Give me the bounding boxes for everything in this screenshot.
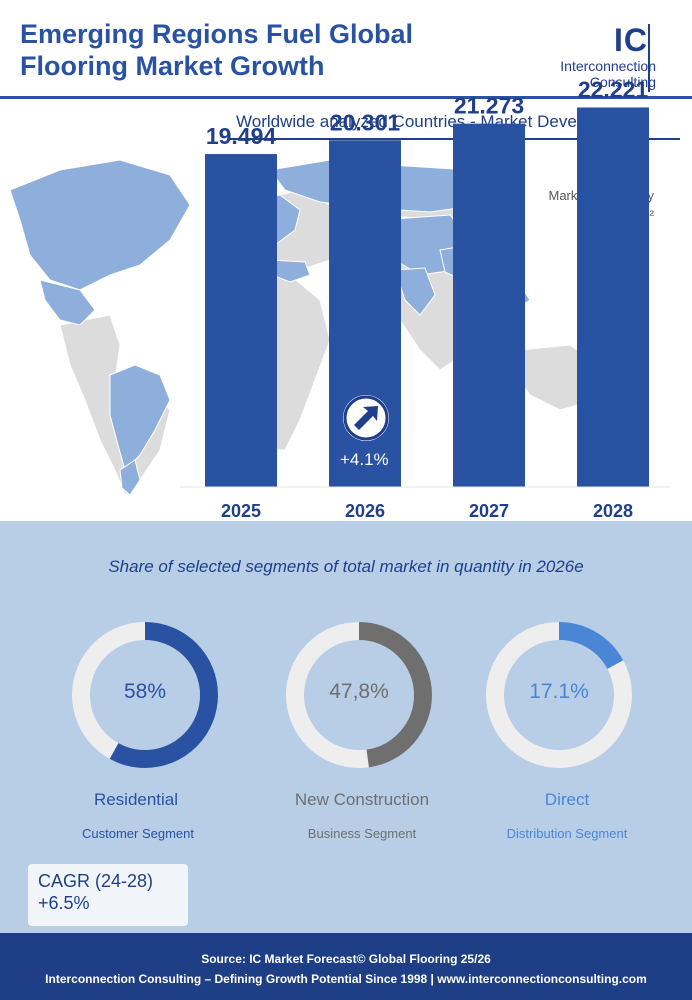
market-bar-chart: 19.494 2025 20.301 2026 21.273 2027 22.221 2028 (180, 76, 670, 521)
segments-title: Share of selected segments of total mark… (108, 557, 584, 576)
logo-divider (648, 24, 650, 92)
bar-value-label-2027: 21.273 (454, 93, 524, 119)
company-logo: IC Interconnection Consulting (536, 22, 656, 94)
segment-category-new-construction: Business Segment (307, 826, 417, 841)
bar-2025 (205, 154, 277, 487)
donut-arc (72, 622, 218, 768)
donut-value-new-construction: 47,8% (329, 680, 389, 703)
bar-value-label-2028: 22.221 (578, 76, 649, 102)
chart-subtitle: Worldwide analyzed Countries - Market De… (236, 112, 638, 131)
growth-rate-label: +4.1% (340, 450, 389, 469)
segment-name-direct: Direct (544, 790, 590, 809)
logo-text-line1: Interconnection (560, 58, 656, 74)
segment-name-residential: Residential (93, 790, 179, 809)
bar-2028 (577, 107, 649, 487)
segment-name-new-construction: New Construction (294, 790, 430, 809)
cagr-box: CAGR (24-28) +6.5% (28, 864, 188, 926)
donut-arc (486, 622, 632, 768)
x-tick-label-2028: 2028 (593, 501, 633, 521)
logo-initials: IC (614, 22, 648, 58)
bar-2027 (453, 123, 525, 487)
logo-text-line2: Consulting (589, 74, 656, 90)
bar-value-label-2025: 19.494 (206, 123, 277, 149)
footer-tagline: Interconnection Consulting – Defining Gr… (45, 972, 647, 986)
x-tick-label-2026: 2026 (345, 501, 385, 521)
x-tick-label-2025: 2025 (221, 501, 261, 521)
growth-arrow-icon (343, 395, 389, 441)
donut-residential (72, 622, 218, 768)
donut-value-residential: 58% (123, 680, 167, 703)
header-divider (0, 96, 692, 99)
cagr-label: CAGR (24-28) (38, 871, 154, 891)
x-tick-label-2027: 2027 (469, 501, 509, 521)
cagr-value: +6.5% (38, 893, 90, 913)
footer-source: Source: IC Market Forecast© Global Floor… (201, 952, 491, 966)
donut-direct (486, 622, 632, 768)
footer: Source: IC Market Forecast© Global Floor… (0, 933, 692, 1000)
donut-value-direct: 17.1% (529, 680, 589, 703)
donut-new-construction (286, 622, 432, 768)
bar-value-label-2026: 20.301 (330, 109, 401, 135)
segment-category-direct: Distribution Segment (506, 826, 628, 841)
donut-arc (286, 622, 432, 768)
segment-category-residential: Customer Segment (82, 826, 194, 841)
page-title: Emerging Regions Fuel Global Flooring Ma… (20, 19, 414, 81)
